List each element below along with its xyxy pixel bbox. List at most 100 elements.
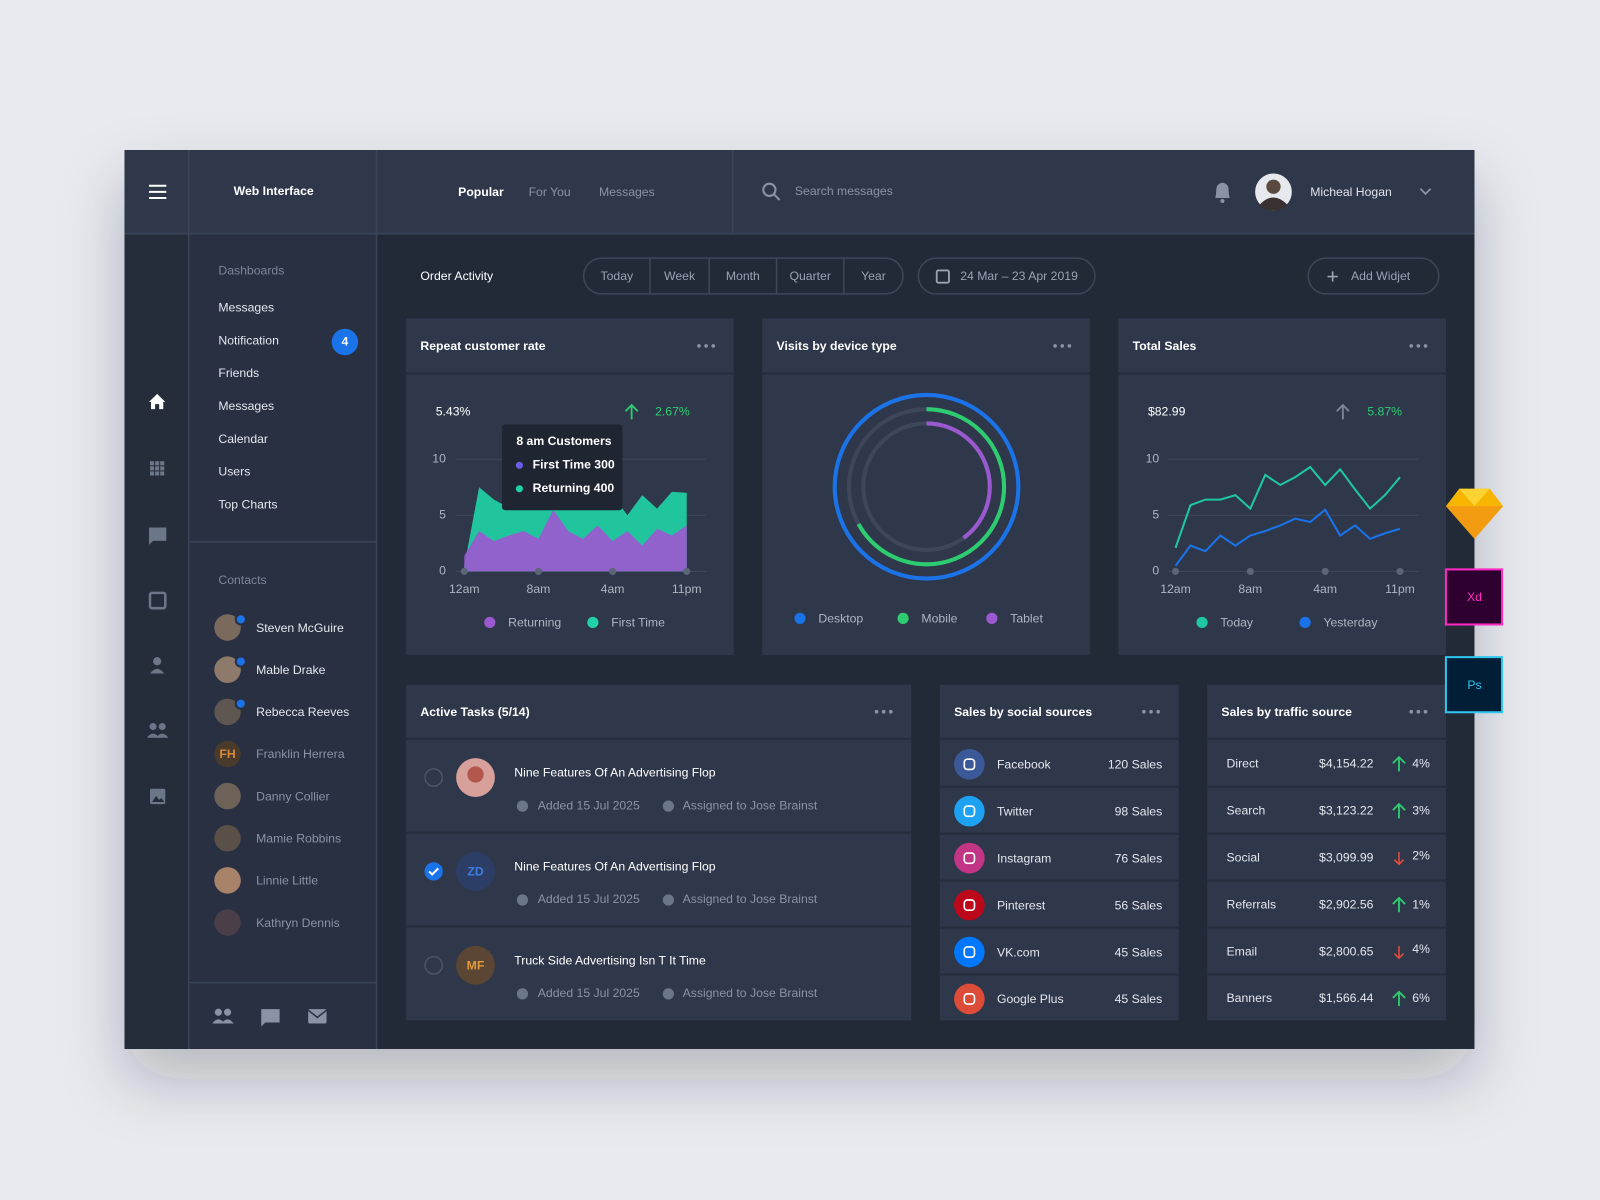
task-checkbox[interactable] xyxy=(424,955,444,975)
x-tick-label: 11pm xyxy=(672,582,702,596)
user-menu-chevron[interactable] xyxy=(1419,188,1432,196)
contact-name[interactable]: Mamie Robbins xyxy=(256,832,341,846)
add-widget-button[interactable] xyxy=(1307,257,1440,295)
card-menu-dot[interactable] xyxy=(1067,344,1072,348)
card-title: Sales by traffic source xyxy=(1221,705,1352,719)
contact-name[interactable]: Danny Collier xyxy=(256,789,329,803)
top-tab[interactable]: Messages xyxy=(599,185,655,199)
task-title[interactable]: Truck Side Advertising Isn T It Time xyxy=(514,953,706,967)
people-icon[interactable] xyxy=(212,1008,234,1024)
contact-name[interactable]: Rebecca Reeves xyxy=(256,705,349,719)
card-menu-dot[interactable] xyxy=(1416,709,1421,714)
nav-bottom-icons xyxy=(212,1008,328,1027)
task-title[interactable]: Nine Features Of An Advertising Flop xyxy=(514,860,715,874)
range-option[interactable]: Year xyxy=(861,269,886,283)
mail-icon[interactable] xyxy=(307,1009,328,1024)
icon-rail xyxy=(124,233,189,1049)
traffic-change: 6% xyxy=(1412,991,1430,1005)
card-menu-dot[interactable] xyxy=(711,344,716,348)
task-title[interactable]: Nine Features Of An Advertising Flop xyxy=(514,766,715,780)
user-name[interactable]: Micheal Hogan xyxy=(1310,185,1392,199)
date-picker[interactable] xyxy=(917,257,1096,295)
card-menu-dot[interactable] xyxy=(1423,344,1428,348)
card-menu-dot[interactable] xyxy=(874,709,879,714)
task-checkbox[interactable] xyxy=(424,862,443,881)
add-widget-label: Add Widjet xyxy=(1351,269,1411,283)
home-icon[interactable] xyxy=(148,393,166,410)
tool-badge xyxy=(1444,568,1504,626)
top-tab[interactable]: Popular xyxy=(458,185,504,199)
legend-marker xyxy=(1299,616,1311,629)
clock-icon xyxy=(516,800,529,812)
range-option[interactable]: Today xyxy=(601,269,635,283)
task-checkbox[interactable] xyxy=(424,768,444,787)
legend-marker xyxy=(986,612,998,624)
contact-name[interactable]: Franklin Herrera xyxy=(256,747,345,761)
assignee-icon xyxy=(662,800,674,812)
card-menu-dot[interactable] xyxy=(697,344,701,348)
social-sales: 98 Sales xyxy=(1115,804,1163,818)
legend-label: Today xyxy=(1220,616,1254,630)
x-axis-dot xyxy=(460,567,468,575)
group-icon[interactable] xyxy=(146,722,169,738)
sketch-facet xyxy=(1459,488,1490,507)
x-tick-label: 12am xyxy=(449,582,480,596)
contact-avatar xyxy=(214,909,241,936)
card-menu-dot[interactable] xyxy=(1423,709,1428,714)
nav-badge xyxy=(331,328,359,356)
nav-item[interactable]: Top Charts xyxy=(218,498,277,512)
nav-item[interactable]: Users xyxy=(218,465,250,479)
card-menu-dot[interactable] xyxy=(1149,709,1153,714)
nav-item[interactable]: Messages xyxy=(218,300,274,314)
social-sales: 56 Sales xyxy=(1115,898,1163,912)
range-option[interactable]: Quarter xyxy=(789,269,830,283)
card-menu-dot[interactable] xyxy=(704,344,708,348)
card-menu-dot[interactable] xyxy=(888,709,893,714)
social-icon xyxy=(954,795,985,827)
chat-icon[interactable] xyxy=(261,1009,280,1027)
contact-name[interactable]: Steven McGuire xyxy=(256,621,344,635)
social-name: Facebook xyxy=(997,758,1052,772)
nav-item[interactable]: Notification xyxy=(218,333,279,347)
user-avatar[interactable] xyxy=(1255,173,1292,211)
nav-item[interactable]: Messages xyxy=(218,399,274,413)
contact-name[interactable]: Linnie Little xyxy=(256,874,318,888)
card-menu-dot[interactable] xyxy=(1409,709,1414,714)
calendar-icon[interactable] xyxy=(148,591,167,610)
x-tick-label: 4am xyxy=(1313,582,1337,596)
x-tick-label: 8am xyxy=(527,582,551,596)
image-icon[interactable] xyxy=(150,788,166,805)
y-tick-label: 10 xyxy=(432,451,446,465)
x-axis-dot xyxy=(1396,567,1404,575)
card-menu-dot[interactable] xyxy=(1142,709,1146,714)
line-series xyxy=(1174,465,1401,549)
card-menu-dot[interactable] xyxy=(1409,344,1414,348)
social-icon xyxy=(954,748,985,780)
range-option[interactable]: Week xyxy=(664,269,696,283)
search-icon[interactable] xyxy=(762,182,781,201)
range-option[interactable]: Month xyxy=(726,269,760,283)
chat-icon[interactable] xyxy=(148,527,167,545)
card-menu-dot[interactable] xyxy=(1416,344,1421,348)
card-menu-dot[interactable] xyxy=(881,709,886,714)
user-icon[interactable] xyxy=(150,657,165,674)
nav-item[interactable]: Calendar xyxy=(218,432,268,446)
legend-label: Tablet xyxy=(1010,612,1043,626)
bell-icon[interactable] xyxy=(1215,182,1230,204)
x-axis-dot xyxy=(1321,567,1329,575)
contact-name[interactable]: Kathryn Dennis xyxy=(256,916,340,930)
apps-icon[interactable] xyxy=(150,461,165,476)
menu-icon[interactable] xyxy=(148,184,167,199)
card-menu-dot[interactable] xyxy=(1156,709,1160,714)
social-sales: 45 Sales xyxy=(1115,945,1163,959)
metric-value: 5.43% xyxy=(436,404,471,418)
nav-item[interactable]: Friends xyxy=(218,366,259,380)
card-menu-dot[interactable] xyxy=(1060,344,1065,348)
card-menu-dot[interactable] xyxy=(1053,344,1057,348)
contact-avatar xyxy=(214,825,241,852)
top-tab[interactable]: For You xyxy=(529,185,571,199)
traffic-change: 3% xyxy=(1412,803,1430,817)
search-input[interactable]: Search messages xyxy=(795,184,893,198)
contact-name[interactable]: Mable Drake xyxy=(256,663,326,677)
